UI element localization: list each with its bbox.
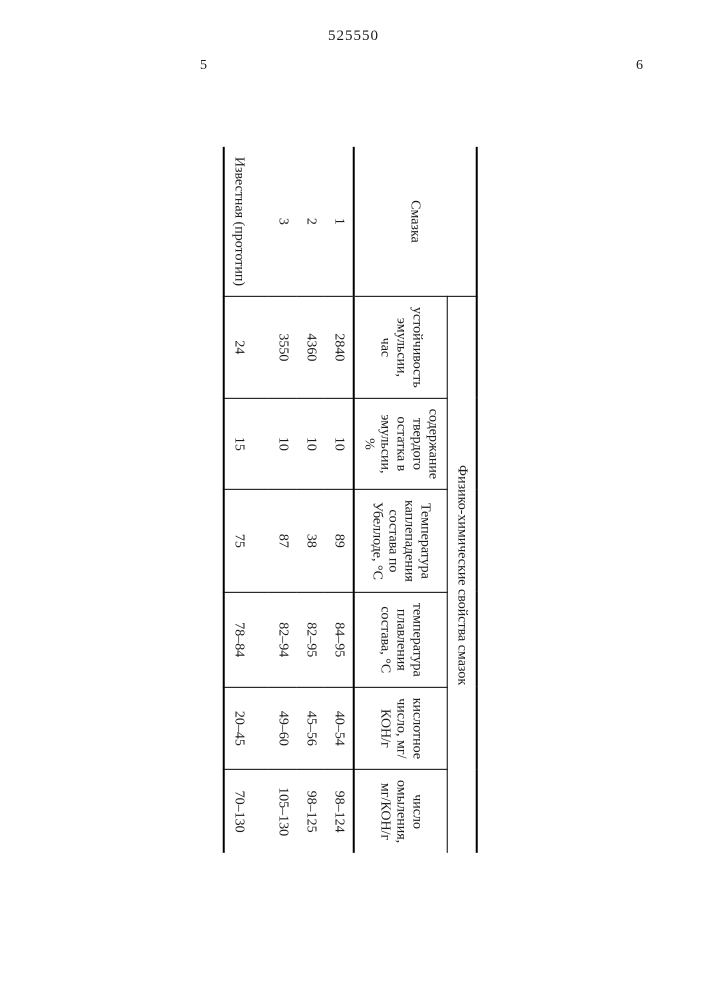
cell-value: 70–130 — [223, 770, 268, 854]
cell-value: 75 — [223, 490, 268, 593]
cell-sample: 2 — [296, 147, 324, 297]
col-header-group: Физико-химические свойства смазок — [447, 297, 477, 854]
col-header-sample: Смазка — [353, 147, 476, 297]
cell-value: 98–124 — [324, 770, 353, 854]
cell-value: 87 — [268, 490, 296, 593]
col-header-dropping: Температура каплепадения состава по Убел… — [353, 490, 447, 593]
cell-value: 49–60 — [268, 687, 296, 769]
cell-sample: Известная (прототип) — [223, 147, 268, 297]
table-row: 2 4360 10 38 82–95 45–56 98–125 — [296, 147, 324, 853]
col-header-stability: устойчивость эмульсии, час — [353, 297, 447, 399]
cell-value: 15 — [223, 398, 268, 489]
cell-value: 20–45 — [223, 687, 268, 769]
cell-value: 45–56 — [296, 687, 324, 769]
cell-value: 10 — [324, 398, 353, 489]
rotated-table-container: Смазка Физико-химические свойства смазок… — [222, 147, 477, 853]
cell-value: 10 — [268, 398, 296, 489]
cell-value: 82–94 — [268, 592, 296, 687]
cell-value: 3550 — [268, 297, 296, 399]
cell-value: 2840 — [324, 297, 353, 399]
cell-value: 105–130 — [268, 770, 296, 854]
col-header-solid: содержание твердого остатка в эмульсии, … — [353, 398, 447, 489]
cell-value: 24 — [223, 297, 268, 399]
cell-value: 10 — [296, 398, 324, 489]
cell-value: 98–125 — [296, 770, 324, 854]
table-row: Известная (прототип) 24 15 75 78–84 20–4… — [223, 147, 268, 853]
cell-sample: 1 — [324, 147, 353, 297]
cell-value: 4360 — [296, 297, 324, 399]
column-number-right: 6 — [636, 58, 643, 74]
cell-value: 38 — [296, 490, 324, 593]
cell-value: 89 — [324, 490, 353, 593]
table-row: 3 3550 10 87 82–94 49–60 105–130 — [268, 147, 296, 853]
cell-value: 84–95 — [324, 592, 353, 687]
cell-value: 78–84 — [223, 592, 268, 687]
patent-page: 525550 5 6 Смазка Физико-химические свой… — [0, 0, 707, 1000]
col-header-acid: кислотное число, мг/КОН/г — [353, 687, 447, 769]
properties-table: Смазка Физико-химические свойства смазок… — [222, 147, 477, 853]
table-row: 1 2840 10 89 84–95 40–54 98–124 — [324, 147, 353, 853]
cell-sample: 3 — [268, 147, 296, 297]
cell-value: 40–54 — [324, 687, 353, 769]
document-number: 525550 — [0, 28, 707, 45]
col-header-sapon: число омыления, мг/КОН/г — [353, 770, 447, 854]
col-header-melting: температура плавления состава, °C — [353, 592, 447, 687]
cell-value: 82–95 — [296, 592, 324, 687]
column-number-left: 5 — [200, 58, 207, 74]
